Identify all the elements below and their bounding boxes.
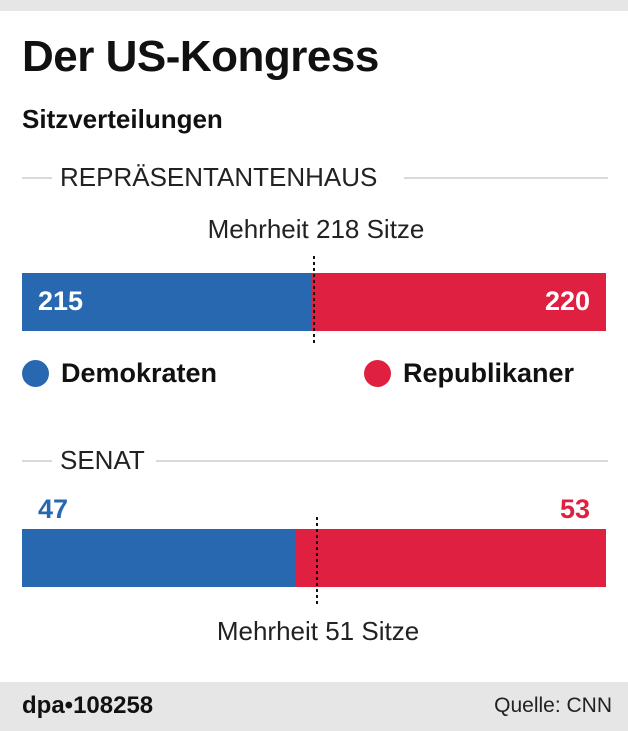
legend-dot-demokraten-icon	[22, 360, 49, 387]
legend-item-demokraten: Demokraten	[22, 358, 217, 389]
house-rule-right	[404, 177, 608, 179]
legend-dot-republikaner-icon	[364, 360, 391, 387]
senate-majority-line	[315, 517, 318, 604]
house-value-republikaner: 220	[544, 286, 590, 316]
senate-rule-right	[156, 460, 608, 462]
senate-rule-left	[22, 460, 52, 462]
house-bar-republikaner	[310, 273, 606, 331]
house-section-label: REPRÄSENTANTENHAUS	[52, 162, 386, 193]
footer-id: dpa•108258	[22, 692, 154, 719]
house-majority-label: Mehrheit 218 Sitze	[207, 214, 425, 244]
legend-item-republikaner: Republikaner	[364, 358, 574, 389]
house-majority-line	[313, 256, 315, 344]
legend-label-demokraten: Demokraten	[61, 358, 218, 388]
legend-label-republikaner: Republikaner	[403, 358, 575, 388]
house-rule-left	[22, 177, 52, 179]
senate-bar-republikaner	[296, 529, 606, 587]
senate-value-demokraten: 47	[38, 494, 69, 524]
footer: dpa•108258 Quelle: CNN	[0, 682, 628, 731]
senate-value-republikaner: 53	[559, 494, 590, 524]
chart-title: Der US-Kongress	[22, 32, 379, 81]
chart-subtitle: Sitzverteilungen	[22, 104, 223, 134]
footer-source: Quelle: CNN	[494, 694, 612, 717]
senate-section-label: SENAT	[52, 445, 153, 476]
house-bar-demokraten	[22, 273, 311, 331]
senate-bar-demokraten	[22, 529, 297, 587]
top-band	[0, 0, 628, 11]
senate-majority-label: Mehrheit 51 Sitze	[216, 616, 420, 646]
house-value-demokraten: 215	[38, 286, 84, 316]
